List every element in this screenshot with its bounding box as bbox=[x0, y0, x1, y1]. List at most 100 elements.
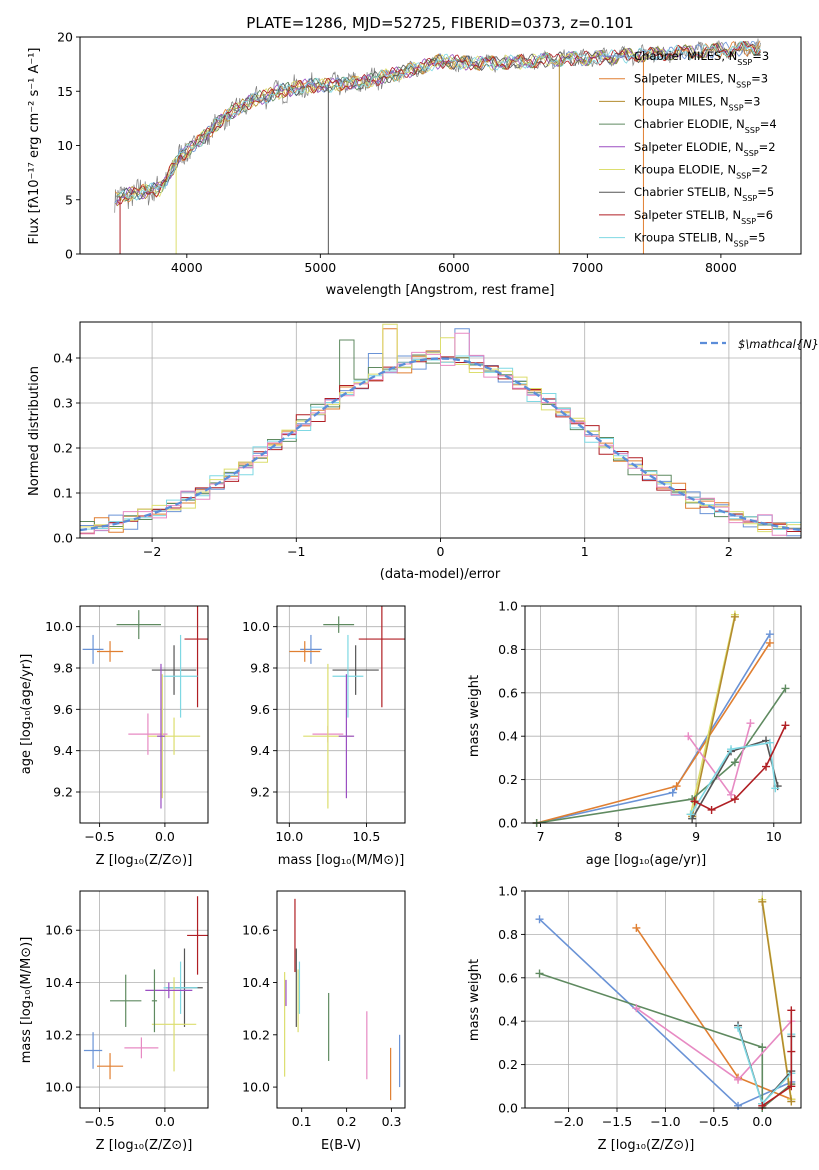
massweight-vs-age-ytick-label: 0.0 bbox=[498, 816, 518, 831]
massweight-vs-Z-point-marker bbox=[758, 1043, 767, 1052]
massweight-vs-age-point-marker bbox=[672, 782, 681, 791]
massweight-vs-Z-point-marker bbox=[758, 897, 767, 906]
massweight-vs-Z-frame bbox=[524, 890, 802, 1109]
mass-vs-EBV-ytick-label: 10.0 bbox=[242, 1080, 270, 1095]
massweight-vs-Z-ytick-label: 0.0 bbox=[498, 1101, 518, 1116]
age-vs-mass-xlabel: mass [log₁₀(M/M⊙)] bbox=[278, 853, 405, 868]
age-vs-Z-ytick-label: 9.6 bbox=[53, 702, 73, 717]
massweight-vs-Z-ytick-label: 0.4 bbox=[498, 1014, 518, 1029]
spectrum-legend-label: Salpeter MILES, NSSP=3 bbox=[634, 72, 768, 90]
massweight-vs-age-point-marker bbox=[727, 745, 736, 754]
residuals-ytick-label: 0.0 bbox=[53, 531, 73, 546]
massweight-vs-Z-point-marker bbox=[632, 1004, 641, 1013]
massweight-vs-age-point-marker bbox=[688, 814, 697, 823]
age-vs-z-ylabel: age [log₁₀(age/yr)] bbox=[19, 654, 34, 775]
spectrum-xlabel: wavelength [Angstrom, rest frame] bbox=[326, 283, 555, 298]
spectrum-ytick-label: 15 bbox=[57, 84, 73, 99]
massweight-vs-age-point-marker bbox=[771, 784, 780, 793]
residuals-xtick-label: 0 bbox=[437, 544, 445, 559]
mass-vs-Z-ytick-label: 10.4 bbox=[45, 975, 73, 990]
mass-vs-Z-ytick-label: 10.2 bbox=[45, 1027, 73, 1042]
massweight-vs-age-ytick-label: 0.2 bbox=[498, 772, 518, 787]
massweight-vs-age-panel: age [log₁₀(age/yr)] mass weight 7 8 9 10 0.0… bbox=[467, 599, 802, 868]
spectrum-model-line bbox=[117, 40, 761, 205]
massweight-vs-age-point-marker bbox=[765, 638, 774, 647]
mass-vs-Z-xtick-label: 0.0 bbox=[155, 1114, 175, 1129]
spectrum-xtick-label: 4000 bbox=[171, 260, 203, 275]
spectrum-legend-label: Chabrier ELODIE, NSSP=4 bbox=[634, 117, 777, 135]
mass-vs-EBV-xtick-label: 0.3 bbox=[382, 1114, 402, 1129]
massweight-vs-Z-point-marker bbox=[787, 1006, 796, 1015]
massweight-vs-Z-xtick-label: −0.5 bbox=[699, 1114, 729, 1129]
age-vs-Z-frame bbox=[79, 605, 209, 824]
residuals-ylabel: Normed distribution bbox=[27, 366, 42, 496]
spectrum-legend-label: Salpeter STELIB, NSSP=6 bbox=[634, 208, 773, 226]
massweight-vs-age-point-marker bbox=[765, 630, 774, 639]
mass-vs-Z-xtick-label: −0.5 bbox=[84, 1114, 114, 1129]
spectrum-title: PLATE=1286, MJD=52725, FIBERID=0373, z=0… bbox=[246, 14, 633, 32]
massweight-vs-age-ytick-label: 0.6 bbox=[498, 685, 518, 700]
massweight-vs-age-point-marker bbox=[730, 795, 739, 804]
massweight-vs-Z-ytick-label: 0.6 bbox=[498, 970, 518, 985]
massweight-vs-Z-point-marker bbox=[734, 1075, 743, 1084]
massweight-vs-age-point-marker bbox=[686, 810, 695, 819]
spectrum-ytick-label: 10 bbox=[57, 138, 73, 153]
age-vs-z-xlabel: Z [log₁₀(Z/Z⊙)] bbox=[96, 853, 193, 868]
spectrum-model-line bbox=[115, 41, 760, 206]
mass-vs-EBV-xtick-label: 0.2 bbox=[337, 1114, 357, 1129]
massweight-vs-z-ylabel: mass weight bbox=[467, 959, 482, 1041]
massweight-vs-Z-point-marker bbox=[535, 915, 544, 924]
age-vs-Z-ytick-label: 10.0 bbox=[45, 619, 73, 634]
spectrum-legend-label: Chabrier STELIB, NSSP=5 bbox=[634, 185, 774, 203]
mass-vs-Z-ytick-label: 10.0 bbox=[45, 1080, 73, 1095]
massweight-vs-age-series-line bbox=[691, 616, 736, 817]
mass-vs-ebv-xlabel: E(B-V) bbox=[321, 1138, 361, 1153]
massweight-vs-Z-xtick-label: −1.0 bbox=[650, 1114, 680, 1129]
massweight-vs-Z-point-marker bbox=[535, 969, 544, 978]
massweight-vs-age-ytick-label: 0.8 bbox=[498, 642, 518, 657]
massweight-vs-age-point-marker bbox=[781, 684, 790, 693]
spectrum-xtick-label: 7000 bbox=[571, 260, 603, 275]
mass-vs-Z-frame bbox=[79, 890, 209, 1109]
massweight-vs-z-panel: Z [log₁₀(Z/Z⊙)] mass weight −2.0 −1.5 −1.0… bbox=[467, 884, 802, 1153]
residuals-panel: (data-model)/error Normed distribution −… bbox=[27, 321, 819, 582]
spectrum-legend-label: Kroupa STELIB, NSSP=5 bbox=[634, 231, 765, 249]
mass-vs-z-ylabel: mass [log₁₀(M/M⊙)] bbox=[19, 937, 34, 1064]
massweight-vs-Z-ytick-label: 1.0 bbox=[498, 884, 518, 899]
spectrum-ytick-label: 0 bbox=[65, 247, 73, 262]
massweight-vs-age-ytick-label: 1.0 bbox=[498, 599, 518, 614]
age-vs-mass-ytick-label: 9.4 bbox=[250, 743, 270, 758]
mass-vs-EBV-xtick-label: 0.1 bbox=[292, 1114, 312, 1129]
mass-vs-EBV-ytick-label: 10.4 bbox=[242, 975, 270, 990]
spectrum-legend-label: Kroupa MILES, NSSP=3 bbox=[634, 94, 760, 112]
massweight-vs-age-point-marker bbox=[690, 797, 699, 806]
spectrum-ytick-label: 20 bbox=[57, 30, 73, 45]
residuals-xtick-label: 1 bbox=[581, 544, 589, 559]
age-vs-mass-xtick-label: 10.5 bbox=[353, 829, 381, 844]
massweight-vs-age-xtick-label: 10 bbox=[766, 829, 782, 844]
massweight-vs-age-xtick-label: 9 bbox=[692, 829, 700, 844]
spectrum-legend-label: Salpeter ELODIE, NSSP=2 bbox=[634, 140, 776, 158]
age-vs-mass-panel: mass [log₁₀(M/M⊙)] 10.0 10.5 9.2 9.4 9.6 9.8 1… bbox=[242, 605, 406, 868]
age-vs-mass-ytick-label: 9.8 bbox=[250, 661, 270, 676]
massweight-vs-age-point-marker bbox=[727, 790, 736, 799]
residuals-ytick-label: 0.2 bbox=[53, 441, 73, 456]
residuals-xtick-label: −1 bbox=[287, 544, 305, 559]
massweight-vs-Z-xtick-label: 0.0 bbox=[752, 1114, 772, 1129]
mass-vs-ebv-panel: E(B-V) 0.1 0.2 0.3 10.0 10.2 10.4 10.6 bbox=[242, 890, 406, 1153]
spectrum-frame bbox=[79, 36, 802, 255]
massweight-vs-age-point-marker bbox=[746, 719, 755, 728]
massweight-vs-Z-point-marker bbox=[787, 1097, 796, 1106]
massweight-vs-Z-point-marker bbox=[734, 1023, 743, 1032]
spectrum-model-line bbox=[117, 41, 762, 201]
residuals-ytick-label: 0.3 bbox=[53, 396, 73, 411]
residuals-xtick-label: −2 bbox=[143, 544, 161, 559]
spectrum-legend-label: Chabrier MILES, NSSP=3 bbox=[634, 49, 769, 67]
massweight-vs-age-point-marker bbox=[765, 738, 774, 747]
mass-vs-z-xlabel: Z [log₁₀(Z/Z⊙)] bbox=[96, 1138, 193, 1153]
mass-vs-Z-ytick-label: 10.6 bbox=[45, 923, 73, 938]
massweight-vs-age-point-marker bbox=[668, 788, 677, 797]
massweight-vs-age-point-marker bbox=[730, 612, 739, 621]
residuals-xtick-label: 2 bbox=[725, 544, 733, 559]
massweight-vs-age-xlabel: age [log₁₀(age/yr)] bbox=[586, 853, 707, 868]
